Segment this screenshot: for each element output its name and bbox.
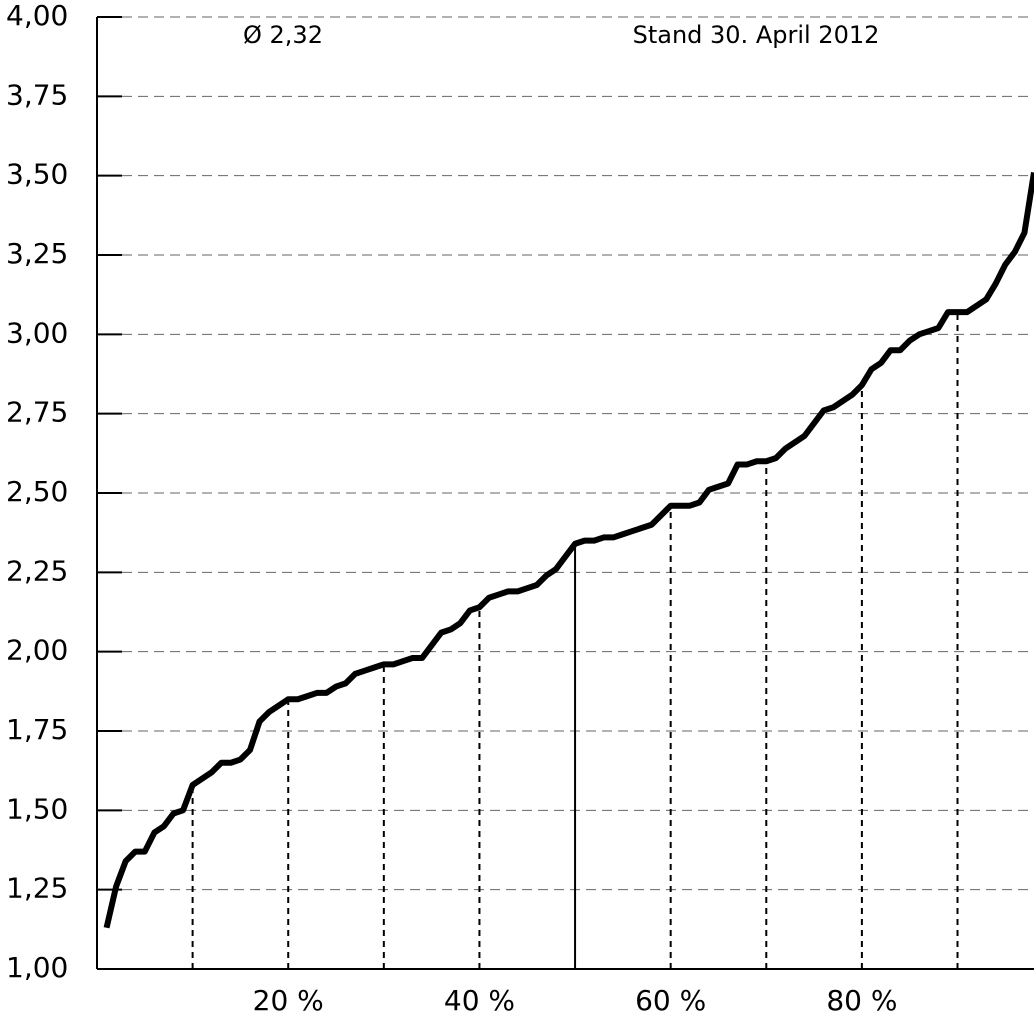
y-tick-label: 1,50 bbox=[6, 792, 68, 825]
y-tick-label: 3,00 bbox=[6, 316, 68, 349]
x-tick-label: 80 % bbox=[826, 984, 897, 1017]
y-tick-label: 4,00 bbox=[6, 0, 68, 32]
data-line bbox=[103, 172, 1034, 929]
y-tick-label: 3,50 bbox=[6, 158, 68, 191]
y-tick-label: 1,75 bbox=[6, 713, 68, 746]
x-tick-label: 40 % bbox=[444, 984, 515, 1017]
y-tick-label: 2,50 bbox=[6, 475, 68, 508]
y-tick-label: 1,00 bbox=[6, 951, 68, 984]
mean-annotation: Ø 2,32 bbox=[243, 21, 323, 49]
y-tick-label: 1,25 bbox=[6, 872, 68, 905]
y-tick-label: 3,75 bbox=[6, 78, 68, 111]
date-annotation: Stand 30. April 2012 bbox=[633, 21, 880, 49]
x-tick-label: 20 % bbox=[253, 984, 324, 1017]
y-tick-label: 2,75 bbox=[6, 396, 68, 429]
x-tick-label: 60 % bbox=[635, 984, 706, 1017]
y-tick-label: 2,00 bbox=[6, 634, 68, 667]
y-tick-label: 2,25 bbox=[6, 554, 68, 587]
y-tick-label: 3,25 bbox=[6, 237, 68, 270]
